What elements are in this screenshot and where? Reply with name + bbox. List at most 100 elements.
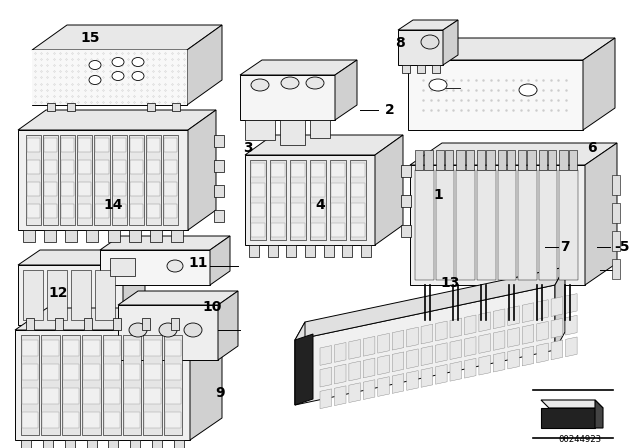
Polygon shape bbox=[410, 143, 617, 165]
Polygon shape bbox=[551, 297, 563, 316]
Bar bbox=[104, 340, 120, 356]
Bar bbox=[124, 388, 140, 404]
Bar bbox=[130, 182, 143, 196]
Bar bbox=[113, 204, 125, 218]
Bar bbox=[130, 160, 143, 174]
Bar bbox=[361, 245, 371, 257]
Polygon shape bbox=[450, 340, 461, 359]
Bar bbox=[351, 203, 365, 217]
Polygon shape bbox=[320, 367, 332, 387]
Polygon shape bbox=[465, 358, 476, 378]
Bar bbox=[95, 204, 109, 218]
Bar bbox=[142, 318, 150, 330]
Ellipse shape bbox=[132, 57, 144, 66]
Polygon shape bbox=[421, 346, 433, 366]
Polygon shape bbox=[479, 355, 490, 375]
Polygon shape bbox=[349, 361, 360, 381]
Bar bbox=[104, 388, 120, 404]
Polygon shape bbox=[595, 400, 603, 428]
Bar bbox=[497, 170, 516, 280]
Bar bbox=[147, 182, 160, 196]
Bar bbox=[401, 195, 411, 207]
Bar bbox=[131, 440, 140, 448]
Bar bbox=[27, 182, 40, 196]
Bar bbox=[147, 138, 160, 152]
Bar bbox=[129, 230, 141, 242]
Bar bbox=[21, 335, 40, 435]
Bar bbox=[95, 135, 109, 225]
Polygon shape bbox=[537, 343, 548, 363]
Bar bbox=[83, 340, 99, 356]
Bar bbox=[124, 364, 140, 380]
Polygon shape bbox=[295, 267, 565, 340]
Bar bbox=[486, 150, 495, 170]
Polygon shape bbox=[566, 337, 577, 357]
Bar bbox=[291, 183, 305, 197]
Bar bbox=[86, 440, 97, 448]
Polygon shape bbox=[508, 306, 519, 326]
Ellipse shape bbox=[519, 84, 537, 96]
Ellipse shape bbox=[251, 79, 269, 91]
Polygon shape bbox=[335, 364, 346, 384]
Polygon shape bbox=[406, 349, 418, 369]
Bar bbox=[22, 412, 38, 428]
Polygon shape bbox=[240, 75, 335, 120]
Polygon shape bbox=[18, 130, 188, 230]
Bar bbox=[548, 150, 556, 170]
Text: 2: 2 bbox=[385, 103, 395, 117]
Bar bbox=[311, 203, 325, 217]
Bar bbox=[310, 120, 330, 138]
Bar bbox=[271, 223, 285, 237]
Polygon shape bbox=[392, 352, 404, 372]
Polygon shape bbox=[295, 334, 313, 405]
Ellipse shape bbox=[306, 77, 324, 89]
Bar bbox=[163, 135, 178, 225]
Bar bbox=[22, 364, 38, 380]
Polygon shape bbox=[551, 340, 563, 360]
Polygon shape bbox=[398, 20, 458, 30]
Bar bbox=[44, 182, 57, 196]
Bar bbox=[61, 335, 80, 435]
Bar bbox=[124, 412, 140, 428]
Polygon shape bbox=[421, 324, 433, 344]
Bar bbox=[350, 160, 366, 240]
Polygon shape bbox=[522, 346, 534, 366]
Text: 11: 11 bbox=[188, 256, 208, 270]
Polygon shape bbox=[15, 330, 190, 440]
Polygon shape bbox=[537, 321, 548, 341]
Bar bbox=[113, 138, 125, 152]
Bar bbox=[280, 120, 305, 145]
Bar bbox=[146, 135, 161, 225]
Polygon shape bbox=[295, 285, 555, 405]
Polygon shape bbox=[522, 303, 534, 323]
Polygon shape bbox=[378, 355, 389, 375]
Bar bbox=[291, 163, 305, 177]
Polygon shape bbox=[188, 110, 216, 230]
Bar bbox=[26, 135, 41, 225]
Bar bbox=[401, 225, 411, 237]
Polygon shape bbox=[118, 291, 238, 305]
Bar bbox=[424, 150, 433, 170]
Ellipse shape bbox=[429, 79, 447, 91]
Bar bbox=[22, 388, 38, 404]
Bar bbox=[63, 388, 79, 404]
Polygon shape bbox=[364, 358, 375, 378]
Bar bbox=[47, 103, 55, 111]
Bar bbox=[123, 335, 141, 435]
Polygon shape bbox=[100, 236, 230, 250]
Bar bbox=[456, 150, 465, 170]
Bar bbox=[147, 103, 155, 111]
Text: 7: 7 bbox=[560, 240, 570, 254]
Bar bbox=[113, 318, 121, 330]
Bar bbox=[108, 440, 118, 448]
Bar bbox=[61, 204, 74, 218]
Bar bbox=[43, 440, 53, 448]
Bar bbox=[82, 335, 100, 435]
Bar bbox=[497, 150, 506, 170]
Bar bbox=[164, 364, 181, 380]
Polygon shape bbox=[320, 345, 332, 365]
Bar bbox=[144, 388, 161, 404]
Bar bbox=[110, 258, 135, 276]
Polygon shape bbox=[18, 265, 123, 325]
Polygon shape bbox=[465, 336, 476, 357]
